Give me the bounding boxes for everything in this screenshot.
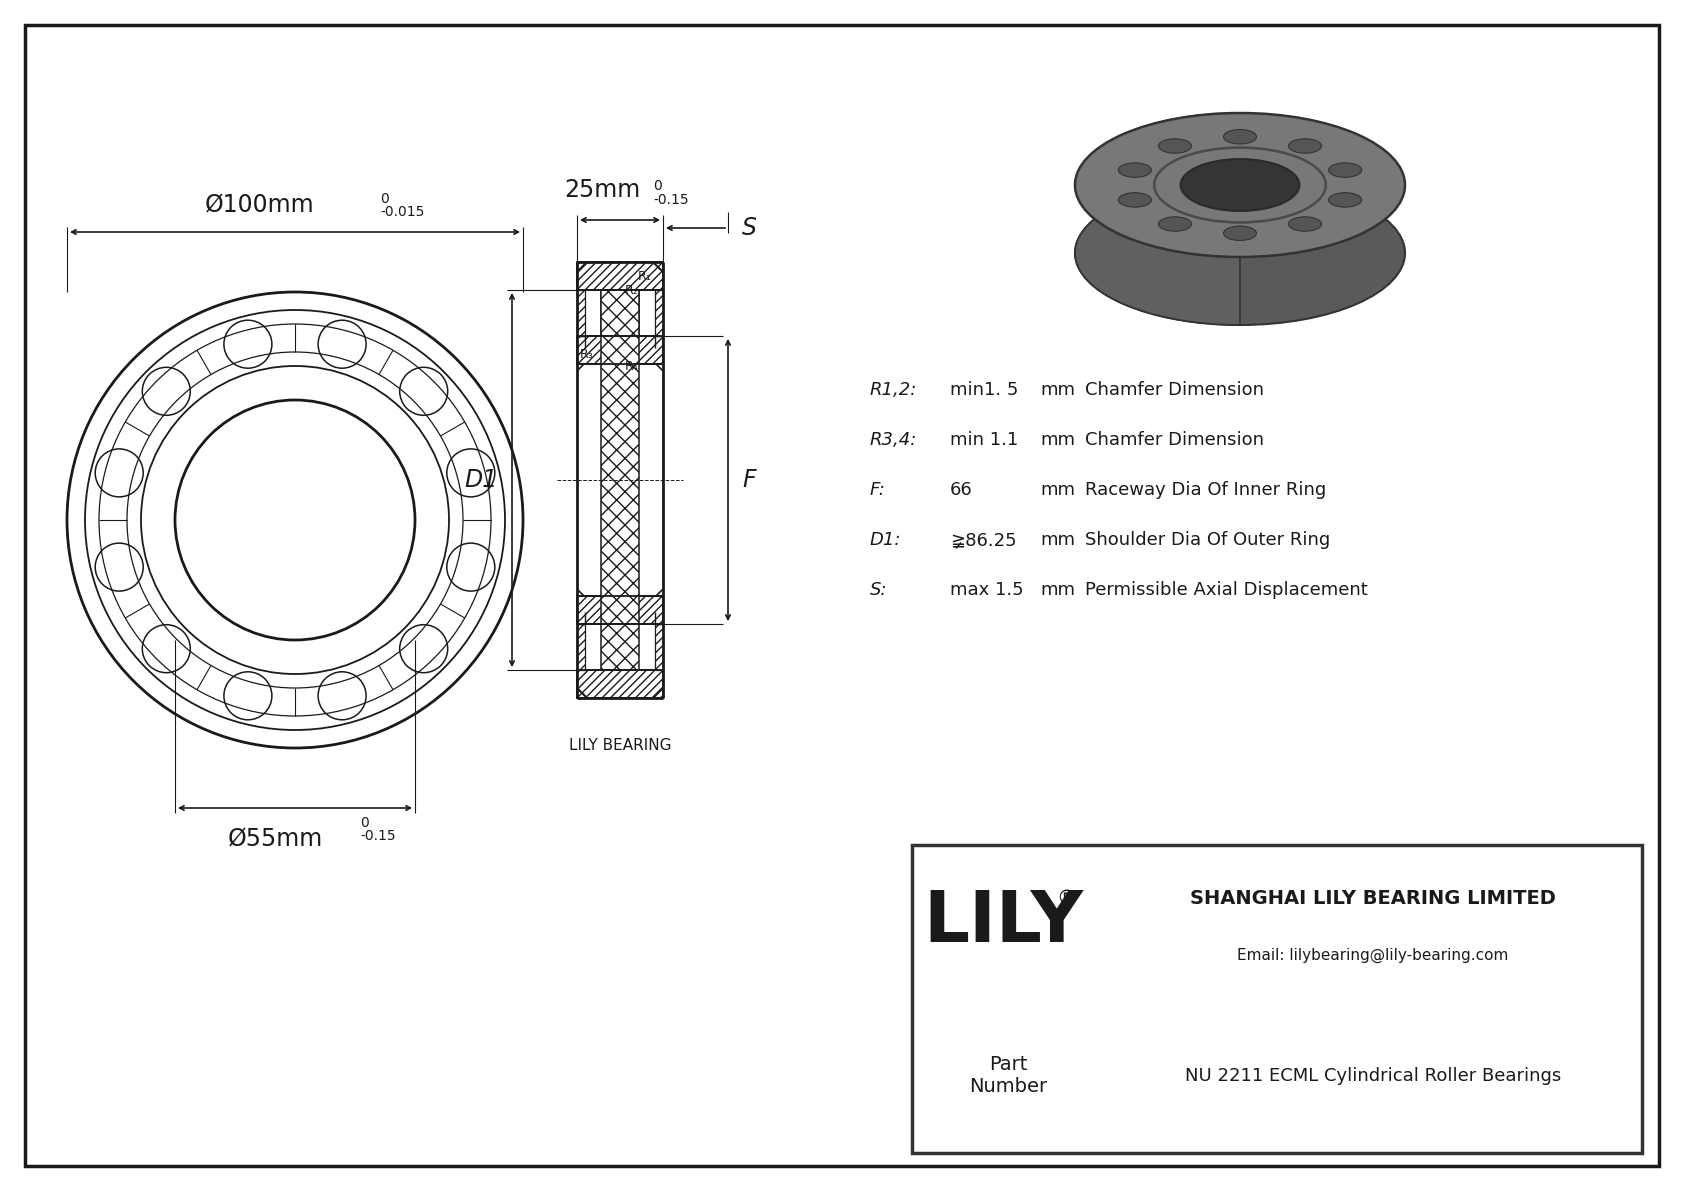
Text: R₂: R₂	[625, 283, 638, 297]
Text: F: F	[743, 468, 756, 492]
Bar	[601, 624, 638, 671]
Text: S:: S:	[871, 581, 887, 599]
Text: F:: F:	[871, 481, 886, 499]
Bar	[601, 289, 638, 336]
Ellipse shape	[1288, 139, 1322, 154]
Text: Ø55mm: Ø55mm	[227, 827, 323, 850]
Text: D1: D1	[465, 468, 498, 492]
Bar	[578, 596, 663, 624]
Text: min 1.1: min 1.1	[950, 431, 1019, 449]
Text: ≩86.25: ≩86.25	[950, 531, 1017, 549]
Text: -0.15: -0.15	[653, 193, 689, 207]
Text: NU 2211 ECML Cylindrical Roller Bearings: NU 2211 ECML Cylindrical Roller Bearings	[1186, 1067, 1561, 1085]
Polygon shape	[1074, 113, 1239, 325]
Text: mm: mm	[1041, 381, 1074, 399]
Text: Chamfer Dimension: Chamfer Dimension	[1084, 381, 1265, 399]
Ellipse shape	[1288, 217, 1322, 231]
Text: mm: mm	[1041, 581, 1074, 599]
Bar	[578, 336, 663, 364]
Text: Raceway Dia Of Inner Ring: Raceway Dia Of Inner Ring	[1084, 481, 1327, 499]
Ellipse shape	[1224, 130, 1256, 144]
Text: max 1.5: max 1.5	[950, 581, 1024, 599]
Ellipse shape	[1118, 163, 1152, 177]
Text: LILY BEARING: LILY BEARING	[569, 738, 672, 753]
Text: D1:: D1:	[871, 531, 901, 549]
Text: 0: 0	[381, 192, 389, 206]
Bar	[578, 262, 663, 289]
Ellipse shape	[1074, 113, 1404, 257]
Text: Ø100mm: Ø100mm	[205, 192, 315, 216]
Text: mm: mm	[1041, 531, 1074, 549]
Text: Email: lilybearing@lily-bearing.com: Email: lilybearing@lily-bearing.com	[1238, 948, 1509, 964]
Text: mm: mm	[1041, 481, 1074, 499]
Text: min1. 5: min1. 5	[950, 381, 1019, 399]
Ellipse shape	[1159, 217, 1192, 231]
Text: -0.15: -0.15	[360, 829, 396, 843]
Bar	[655, 289, 663, 336]
Bar	[578, 671, 663, 698]
Ellipse shape	[1074, 181, 1404, 325]
Text: R1,2:: R1,2:	[871, 381, 918, 399]
Text: Permissible Axial Displacement: Permissible Axial Displacement	[1084, 581, 1367, 599]
Text: R₄: R₄	[625, 360, 638, 373]
Text: 0: 0	[653, 179, 662, 193]
Ellipse shape	[1159, 139, 1192, 154]
Ellipse shape	[1329, 193, 1362, 207]
Text: R3,4:: R3,4:	[871, 431, 918, 449]
Text: Shoulder Dia Of Outer Ring: Shoulder Dia Of Outer Ring	[1084, 531, 1330, 549]
Text: S: S	[743, 216, 758, 241]
Text: Part
Number: Part Number	[968, 1055, 1047, 1097]
Text: R₃: R₃	[579, 348, 594, 361]
Text: 25mm: 25mm	[564, 177, 640, 202]
Text: -0.015: -0.015	[381, 205, 424, 219]
Bar	[655, 624, 663, 671]
Ellipse shape	[1329, 163, 1362, 177]
Text: mm: mm	[1041, 431, 1074, 449]
Ellipse shape	[1224, 226, 1256, 241]
Text: R₁: R₁	[638, 269, 652, 282]
Text: ®: ®	[1056, 888, 1076, 908]
Bar	[601, 289, 638, 624]
Ellipse shape	[1180, 160, 1300, 211]
Bar	[578, 289, 584, 336]
Ellipse shape	[1118, 193, 1152, 207]
Bar	[578, 624, 584, 671]
Text: Chamfer Dimension: Chamfer Dimension	[1084, 431, 1265, 449]
Text: LILY: LILY	[923, 887, 1083, 956]
Text: 66: 66	[950, 481, 973, 499]
Text: SHANGHAI LILY BEARING LIMITED: SHANGHAI LILY BEARING LIMITED	[1191, 890, 1556, 909]
Bar	[913, 844, 1642, 1153]
Text: 0: 0	[360, 816, 369, 830]
